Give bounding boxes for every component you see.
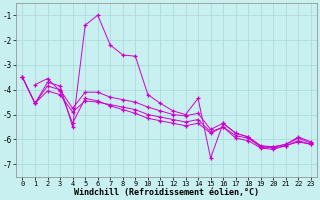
X-axis label: Windchill (Refroidissement éolien,°C): Windchill (Refroidissement éolien,°C) bbox=[74, 188, 259, 197]
